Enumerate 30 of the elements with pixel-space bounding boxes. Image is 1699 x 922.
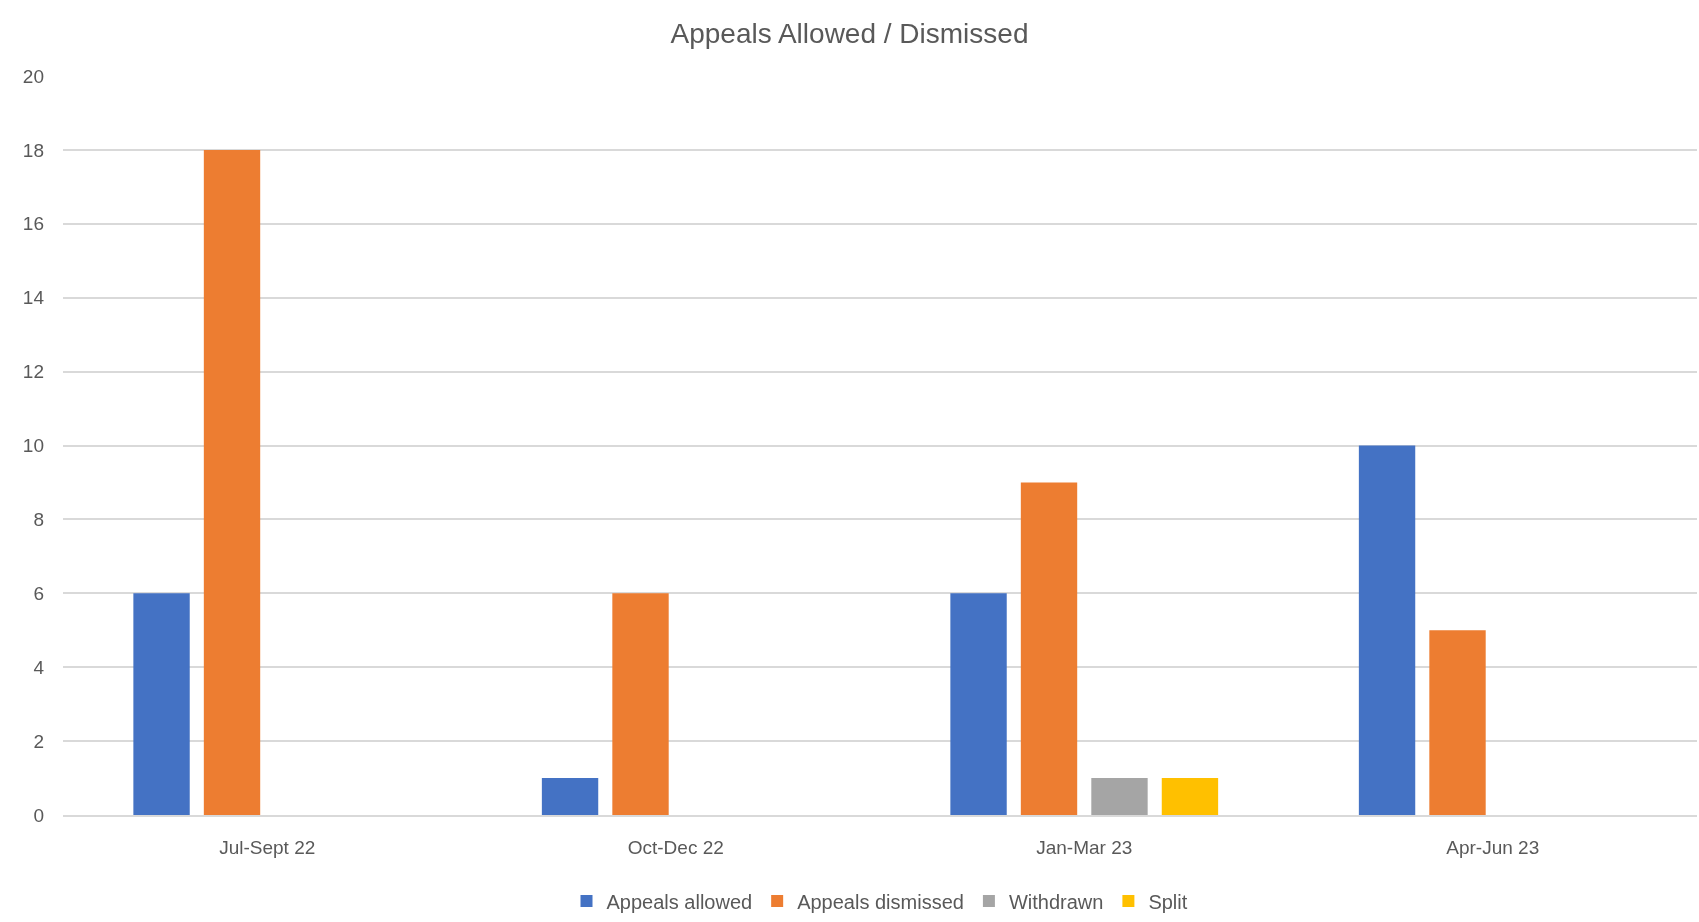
chart-title: Appeals Allowed / Dismissed <box>670 17 1029 49</box>
bar <box>1358 445 1416 815</box>
legend-label: Withdrawn <box>1008 890 1104 913</box>
bar <box>203 149 261 815</box>
y-tick-label: 12 <box>22 361 44 383</box>
legend-label: Appeals dismissed <box>797 890 964 913</box>
x-tick-label: Jul-Sept 22 <box>219 836 316 858</box>
y-tick-label: 4 <box>33 656 45 678</box>
y-tick-label: 14 <box>22 287 45 309</box>
y-tick-label: 10 <box>22 435 44 457</box>
bar <box>1429 630 1486 815</box>
legend-label: Appeals allowed <box>606 890 753 913</box>
bar <box>1020 482 1078 815</box>
bar <box>541 778 599 815</box>
y-tick-label: 18 <box>22 139 44 161</box>
x-tick-label: Oct-Dec 22 <box>627 836 724 858</box>
y-tick-label: 8 <box>33 509 44 531</box>
legend-label: Split <box>1148 890 1188 913</box>
y-tick-label: 20 <box>22 65 44 87</box>
y-tick-label: 2 <box>33 730 44 752</box>
bar <box>1161 778 1219 815</box>
x-tick-label: Apr-Jun 23 <box>1446 836 1540 858</box>
bar <box>612 593 669 815</box>
bar <box>1091 778 1148 815</box>
y-tick-label: 0 <box>33 804 44 826</box>
bar <box>133 593 190 815</box>
y-tick-label: 6 <box>33 582 44 604</box>
bar <box>950 593 1007 815</box>
x-tick-label: Jan-Mar 23 <box>1036 836 1133 858</box>
y-tick-label: 16 <box>22 213 44 235</box>
